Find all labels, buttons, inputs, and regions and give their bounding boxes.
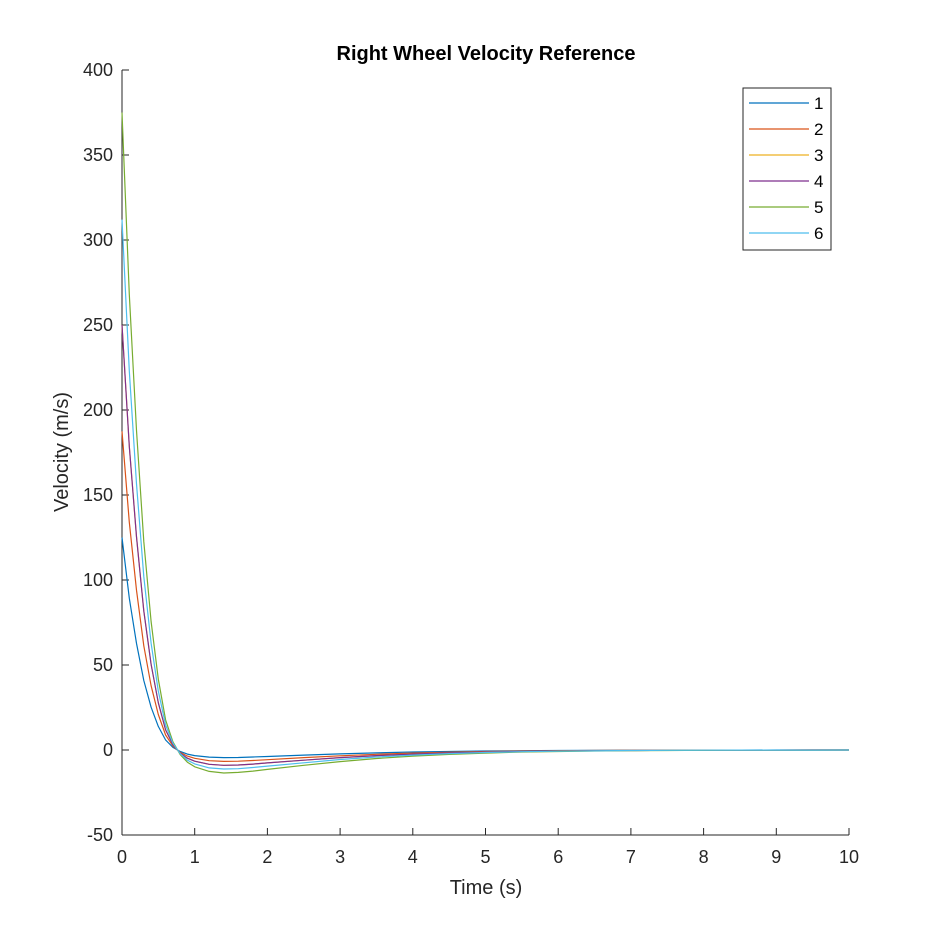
series-line-1 (121, 537, 849, 759)
series-line-4 (121, 324, 849, 766)
y-tick-label-1: 0 (103, 740, 113, 760)
y-tick-label-0: -50 (87, 825, 113, 845)
y-tick-label-3: 100 (83, 570, 113, 590)
x-tick-label-7: 7 (626, 847, 636, 867)
y-tick-label-8: 350 (83, 145, 113, 165)
y-tick-label-2: 50 (93, 655, 113, 675)
legend-label-6: 6 (814, 224, 823, 243)
x-tick-label-1: 1 (190, 847, 200, 867)
y-tick-label-4: 150 (83, 485, 113, 505)
y-tick-label-9: 400 (83, 60, 113, 80)
legend-label-3: 3 (814, 146, 823, 165)
x-tick-label-3: 3 (335, 847, 345, 867)
series-line-6 (121, 219, 850, 770)
y-axis-label: Velocity (m/s) (51, 392, 73, 512)
series-line-2 (121, 431, 849, 763)
y-tick-label-5: 200 (83, 400, 113, 420)
y-tick-label-6: 250 (83, 315, 113, 335)
legend-label-2: 2 (814, 120, 823, 139)
legend-label-1: 1 (814, 94, 823, 113)
legend-label-4: 4 (814, 172, 823, 191)
series-line-5 (121, 112, 850, 774)
y-tick-label-7: 300 (83, 230, 113, 250)
x-tick-label-6: 6 (553, 847, 563, 867)
chart-title: Right Wheel Velocity Reference (337, 43, 636, 65)
series-line-3 (121, 324, 849, 766)
x-tick-label-9: 9 (771, 847, 781, 867)
x-tick-label-8: 8 (699, 847, 709, 867)
x-tick-label-0: 0 (117, 847, 127, 867)
x-tick-label-10: 10 (839, 847, 859, 867)
x-tick-label-5: 5 (480, 847, 490, 867)
x-tick-label-2: 2 (262, 847, 272, 867)
series-group (121, 112, 850, 774)
x-tick-label-4: 4 (408, 847, 418, 867)
legend-label-5: 5 (814, 198, 823, 217)
legend-box (742, 87, 832, 251)
x-axis-label: Time (s) (450, 877, 523, 899)
legend: 1 2 3 4 5 6 (742, 87, 832, 251)
